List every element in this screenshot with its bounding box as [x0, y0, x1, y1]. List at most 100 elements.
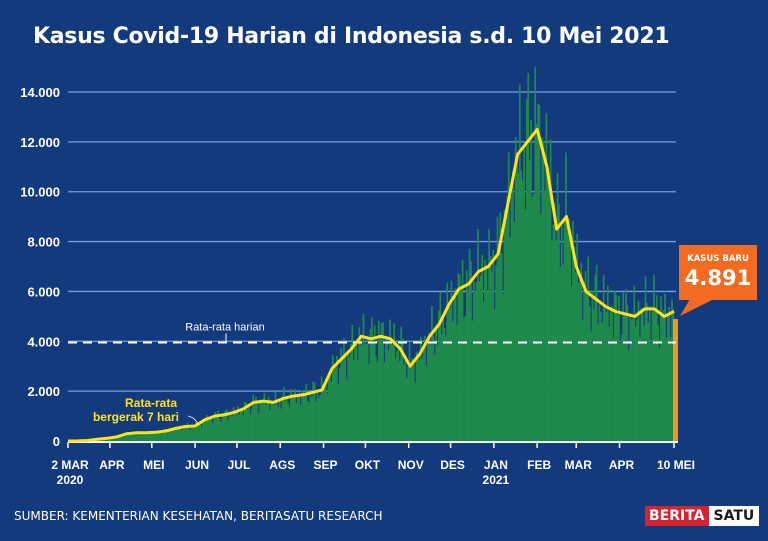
daily-bar [521, 180, 524, 442]
daily-bar [636, 319, 638, 441]
daily-bar [390, 341, 393, 441]
daily-bar [534, 66, 537, 441]
daily-bar [375, 356, 377, 441]
daily-bar [133, 432, 136, 441]
daily-bar [172, 428, 175, 441]
daily-bar [210, 416, 213, 441]
daily-bar [572, 221, 574, 441]
daily-bar [235, 413, 238, 441]
daily-bar [401, 338, 404, 441]
daily-bar [368, 363, 370, 441]
x-tick-label: JUL [228, 458, 251, 472]
daily-bar [391, 343, 394, 441]
daily-bar [253, 401, 256, 441]
daily-bar [651, 306, 654, 441]
daily-bar [599, 311, 602, 441]
daily-bar [122, 434, 125, 441]
daily-bar [155, 430, 158, 441]
daily-bar [602, 274, 605, 441]
y-tick-label: 4.000 [27, 334, 60, 349]
daily-bar [460, 289, 463, 441]
new-cases-callout: KASUS BARU 4.891 [679, 245, 757, 300]
daily-bar [234, 412, 236, 441]
daily-bar [502, 293, 504, 441]
x-tick-label: DES [440, 458, 465, 472]
daily-bar [505, 221, 507, 441]
daily-bar [262, 402, 264, 441]
daily-bar [278, 400, 281, 441]
daily-bar [443, 328, 446, 441]
daily-bar [111, 437, 113, 441]
daily-bar [354, 347, 356, 441]
daily-bar [620, 334, 623, 441]
daily-bar [546, 171, 549, 441]
daily-bar [348, 357, 351, 441]
daily-bar [525, 99, 528, 442]
daily-bar [445, 336, 447, 441]
daily-bar [154, 433, 157, 441]
daily-bar [169, 432, 172, 441]
daily-bar [179, 425, 182, 441]
daily-bar [601, 323, 604, 441]
daily-bar [236, 406, 239, 441]
daily-bar [285, 395, 288, 441]
daily-bar [513, 222, 516, 441]
daily-bar [327, 374, 330, 441]
daily-bar [535, 123, 538, 442]
daily-bar [136, 432, 139, 441]
daily-bar [493, 309, 496, 441]
daily-bar [229, 414, 232, 441]
daily-bar [193, 425, 196, 441]
x-tick-label: 2 MAR [51, 458, 89, 472]
daily-bar [288, 407, 291, 441]
daily-bar [488, 228, 490, 441]
daily-bar [132, 435, 134, 441]
daily-bar [512, 171, 514, 442]
daily-bar [450, 280, 453, 441]
daily-bar [271, 401, 274, 441]
daily-bar [643, 325, 645, 441]
daily-bar [176, 428, 179, 441]
daily-bar [371, 317, 373, 441]
daily-bar [168, 429, 171, 441]
daily-bar [290, 388, 292, 441]
daily-bar [428, 332, 430, 441]
daily-bar [372, 340, 375, 441]
daily-bar [130, 434, 133, 441]
daily-bar [583, 282, 585, 441]
daily-bar [453, 296, 456, 441]
daily-bar [669, 336, 672, 441]
daily-bar [660, 296, 662, 441]
daily-bar [264, 404, 267, 441]
daily-bar [256, 401, 259, 441]
daily-bar [627, 350, 630, 441]
daily-bar [581, 320, 584, 441]
daily-bar [474, 290, 477, 441]
daily-bar [326, 393, 329, 441]
daily-bar [324, 379, 327, 441]
daily-bar [296, 395, 299, 441]
daily-bar [579, 275, 581, 441]
daily-bar [115, 436, 118, 441]
daily-bar [495, 265, 497, 441]
daily-bar [484, 259, 486, 441]
daily-bar [613, 290, 616, 441]
daily-bar [257, 413, 260, 441]
daily-bar [641, 309, 644, 441]
logo-part1: BERITA [645, 506, 709, 526]
daily-bar [510, 196, 513, 441]
daily-bar [648, 306, 651, 441]
daily-bar [520, 170, 523, 442]
daily-bar [266, 402, 268, 441]
daily-bar [207, 419, 210, 441]
daily-bar [225, 409, 228, 441]
daily-bar [206, 414, 208, 441]
daily-average-label: Rata-rata harian [185, 322, 265, 334]
daily-bar [284, 400, 287, 441]
daily-bar [530, 120, 532, 441]
daily-bar [429, 340, 432, 441]
daily-bar [182, 428, 185, 441]
daily-bar [227, 420, 229, 441]
daily-bar [527, 72, 530, 441]
daily-bar [114, 437, 116, 441]
